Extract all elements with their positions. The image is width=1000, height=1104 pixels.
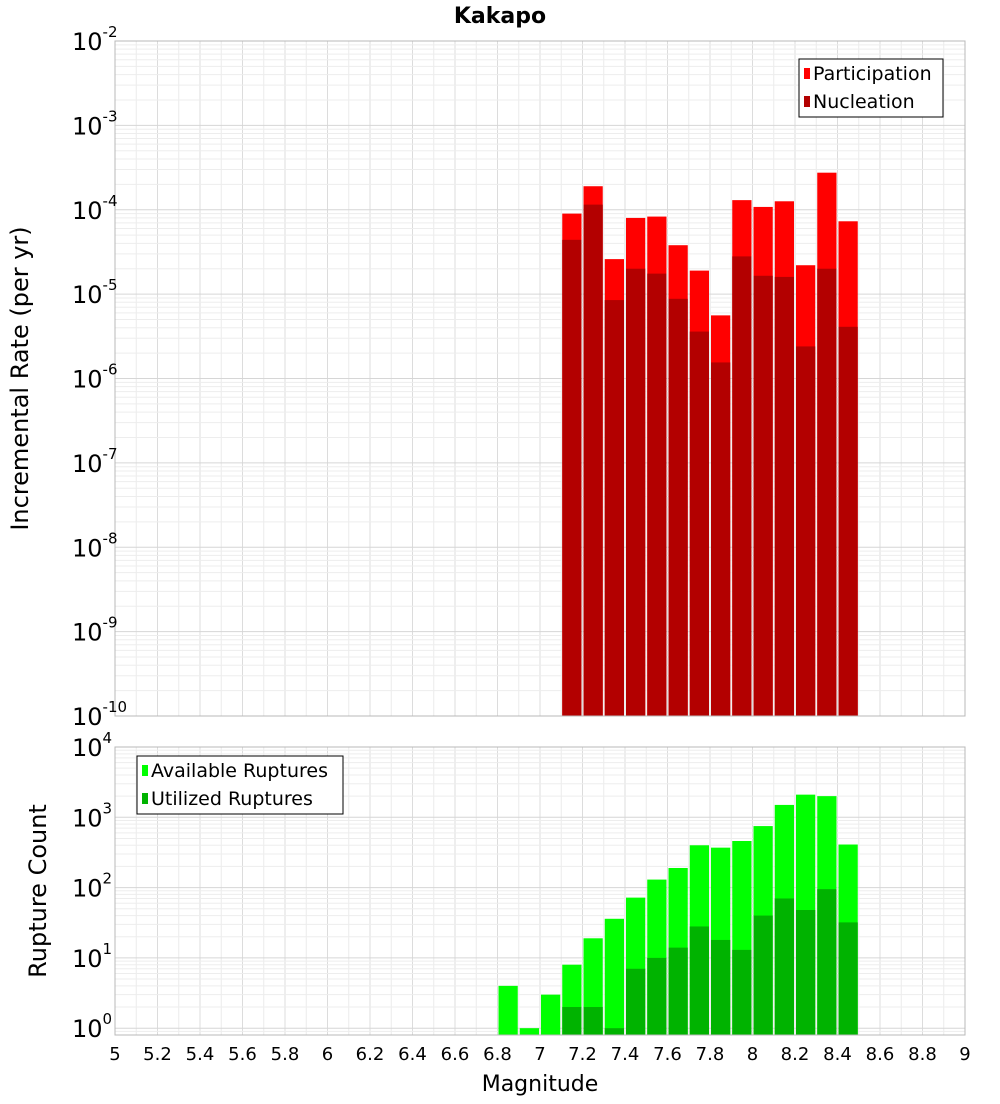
nucleation-bar — [796, 346, 816, 716]
x-tick-label: 5 — [109, 1044, 120, 1065]
utilized-ruptures-bar — [604, 1028, 624, 1035]
x-tick-label: 7.6 — [653, 1044, 682, 1065]
utilized-ruptures-bar — [711, 939, 731, 1035]
panel1-y-tick-label: 10-3 — [72, 107, 118, 140]
panel2-legend-label: Available Ruptures — [151, 760, 328, 782]
x-tick-label: 7.4 — [611, 1044, 640, 1065]
nucleation-bar — [689, 331, 709, 716]
nucleation-bar — [838, 326, 858, 716]
nucleation-bar — [626, 268, 646, 716]
utilized-ruptures-bar — [817, 889, 837, 1035]
panel1-legend-swatch — [804, 96, 810, 107]
panel1-y-tick-label: 10-6 — [72, 361, 118, 394]
panel1-bars — [562, 172, 858, 717]
panel1-y-axis-label: Incremental Rate (per yr) — [6, 226, 34, 530]
utilized-ruptures-bar — [838, 922, 858, 1035]
x-tick-label: 7.2 — [568, 1044, 597, 1065]
panel2-legend-swatch — [142, 793, 148, 804]
panel2-legend-box — [136, 755, 344, 815]
nucleation-bar — [583, 204, 603, 717]
panel2-y-tick-label: 103 — [72, 799, 112, 832]
panel2-y-tick-label: 100 — [72, 1010, 112, 1043]
panel1-y-tick-label: 10-8 — [72, 529, 118, 562]
panel1-y-tick-label: 10-10 — [72, 698, 127, 731]
x-tick-label: 8.4 — [823, 1044, 852, 1065]
x-tick-label: 9 — [959, 1044, 970, 1065]
panel2-bars — [498, 794, 858, 1035]
panel2-legend-swatch — [142, 765, 148, 776]
panel2-y-tick-label: 101 — [72, 940, 112, 973]
nucleation-bar — [817, 268, 837, 716]
x-tick-label: 6 — [322, 1044, 333, 1065]
panel2-y-axis-label: Rupture Count — [24, 804, 52, 978]
panel1-frame — [114, 40, 966, 717]
utilized-ruptures-bar — [753, 915, 773, 1035]
nucleation-bar — [562, 239, 582, 716]
available-ruptures-bar — [519, 1028, 539, 1035]
utilized-ruptures-bar — [647, 957, 667, 1035]
x-tick-label: 6.8 — [483, 1044, 512, 1065]
x-tick-label: 8.6 — [866, 1044, 895, 1065]
x-tick-label: 5.8 — [271, 1044, 300, 1065]
x-tick-label: 6.6 — [441, 1044, 470, 1065]
utilized-ruptures-bar — [796, 910, 816, 1035]
panel1-legend-label: Nucleation — [813, 91, 915, 113]
panel1-y-tick-label: 10-4 — [72, 192, 118, 225]
x-tick-label: 8 — [747, 1044, 758, 1065]
utilized-ruptures-bar — [689, 926, 709, 1035]
panel2-legend: Available Ruptures Utilized Ruptures — [136, 755, 344, 815]
panel2-y-tick-label: 102 — [72, 870, 112, 903]
panel1-grid — [114, 40, 966, 717]
panel1-y-tick-label: 10-7 — [72, 445, 118, 478]
x-tick-label: 6.4 — [398, 1044, 427, 1065]
chart-title: Kakapo — [454, 4, 546, 29]
panel1-y-tick-label: 10-9 — [72, 614, 118, 647]
x-tick-label: 7.8 — [696, 1044, 725, 1065]
x-tick-label: 5.2 — [143, 1044, 172, 1065]
utilized-ruptures-bar — [668, 947, 688, 1035]
x-axis-label: Magnitude — [482, 1072, 599, 1097]
nucleation-bar — [604, 300, 624, 716]
utilized-ruptures-bar — [562, 1007, 582, 1035]
available-ruptures-bar — [498, 985, 518, 1035]
x-tick-label: 8.8 — [908, 1044, 937, 1065]
nucleation-bar — [668, 298, 688, 716]
panel1-y-tick-label: 10-5 — [72, 276, 118, 309]
utilized-ruptures-bar — [626, 968, 646, 1035]
x-tick-label: 5.6 — [228, 1044, 257, 1065]
nucleation-bar — [732, 256, 752, 716]
available-ruptures-bar — [604, 918, 624, 1035]
nucleation-bar — [753, 275, 773, 716]
x-tick-label: 7 — [534, 1044, 545, 1065]
panel1-legend: Participation Nucleation — [798, 58, 944, 118]
panel2-frame — [114, 746, 966, 1036]
utilized-ruptures-bar — [774, 898, 794, 1035]
x-tick-labels: 5 5.2 5.4 5.6 5.8 6 6.2 6.4 6.6 6.8 7 7.2 7.4 7.6 7.8 8… — [109, 1044, 970, 1065]
panel1-legend-label: Participation — [813, 63, 932, 85]
panel2-y-tick-label: 104 — [72, 729, 112, 762]
panel1-legend-swatch — [804, 68, 810, 79]
panel1-y-tick-label: 10-2 — [72, 23, 118, 56]
nucleation-bar — [711, 362, 731, 716]
x-tick-label: 6.2 — [356, 1044, 385, 1065]
nucleation-bar — [647, 273, 667, 716]
panel2-legend-label: Utilized Ruptures — [151, 788, 313, 810]
nucleation-bar — [774, 276, 794, 716]
x-tick-label: 8.2 — [781, 1044, 810, 1065]
panel1-legend-box — [798, 58, 944, 118]
utilized-ruptures-bar — [732, 949, 752, 1035]
utilized-ruptures-bar — [583, 1007, 603, 1035]
x-tick-label: 5.4 — [186, 1044, 215, 1065]
available-ruptures-bar — [541, 994, 561, 1035]
